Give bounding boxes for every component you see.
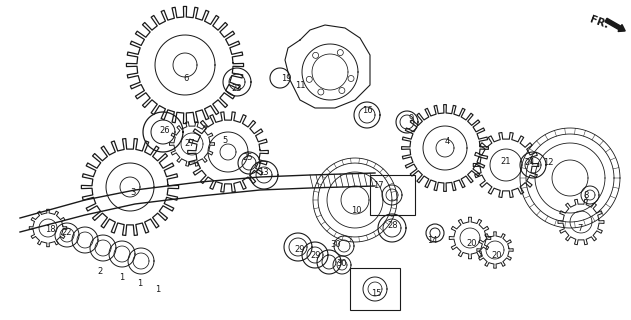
Text: 24: 24 [525,157,535,166]
Text: 5: 5 [222,135,228,145]
Text: 2: 2 [97,268,103,276]
Text: 14: 14 [427,236,437,244]
Text: 1: 1 [155,284,161,293]
Text: 29: 29 [310,252,321,260]
Text: 30: 30 [337,260,347,268]
Text: 12: 12 [543,157,553,166]
Text: 23: 23 [232,84,242,92]
Text: 1: 1 [138,278,143,287]
Text: 1: 1 [119,273,125,282]
Text: 11: 11 [295,81,305,90]
Text: 8: 8 [583,190,589,199]
Bar [370,175,415,215]
Text: 25: 25 [243,153,253,162]
Text: 27: 27 [185,139,196,148]
Text: 7: 7 [577,223,582,233]
Text: 20: 20 [467,238,477,247]
Text: 6: 6 [184,74,189,83]
Text: 9: 9 [408,114,414,123]
Text: 16: 16 [362,106,372,115]
Text: 20: 20 [492,251,502,260]
Text: 30: 30 [331,239,341,249]
Text: 3: 3 [131,188,136,196]
Text: FR.: FR. [588,14,610,30]
Text: 29: 29 [295,244,305,253]
Text: 21: 21 [501,156,511,165]
Text: 26: 26 [160,125,170,134]
Text: 22: 22 [62,228,73,236]
Text: 18: 18 [45,225,56,234]
Text: 19: 19 [281,74,292,83]
Text: 17: 17 [373,180,383,189]
Text: 28: 28 [387,220,398,229]
FancyArrow shape [605,18,625,31]
Text: 4: 4 [444,137,450,146]
Text: 15: 15 [371,290,381,299]
Bar [350,268,400,310]
Text: 10: 10 [351,205,362,214]
Text: 13: 13 [257,167,268,177]
